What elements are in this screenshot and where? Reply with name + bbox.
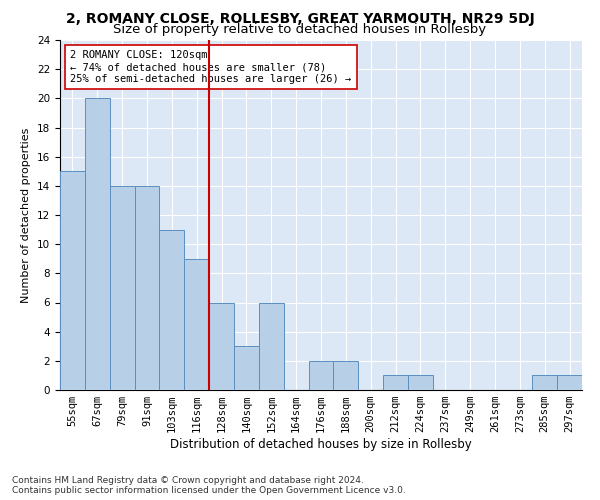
Bar <box>209 302 234 390</box>
Bar <box>557 376 582 390</box>
Text: Contains HM Land Registry data © Crown copyright and database right 2024.
Contai: Contains HM Land Registry data © Crown c… <box>12 476 406 495</box>
Text: Size of property relative to detached houses in Rollesby: Size of property relative to detached ho… <box>113 22 487 36</box>
Y-axis label: Number of detached properties: Number of detached properties <box>22 128 31 302</box>
Bar <box>308 361 334 390</box>
Bar <box>184 259 209 390</box>
Bar <box>134 186 160 390</box>
Bar <box>259 302 284 390</box>
Bar <box>60 172 85 390</box>
Bar <box>532 376 557 390</box>
Bar <box>383 376 408 390</box>
Bar <box>110 186 134 390</box>
Bar <box>334 361 358 390</box>
Bar <box>160 230 184 390</box>
Bar <box>408 376 433 390</box>
Bar <box>85 98 110 390</box>
Text: 2, ROMANY CLOSE, ROLLESBY, GREAT YARMOUTH, NR29 5DJ: 2, ROMANY CLOSE, ROLLESBY, GREAT YARMOUT… <box>65 12 535 26</box>
Text: 2 ROMANY CLOSE: 120sqm
← 74% of detached houses are smaller (78)
25% of semi-det: 2 ROMANY CLOSE: 120sqm ← 74% of detached… <box>70 50 352 84</box>
Bar <box>234 346 259 390</box>
X-axis label: Distribution of detached houses by size in Rollesby: Distribution of detached houses by size … <box>170 438 472 451</box>
